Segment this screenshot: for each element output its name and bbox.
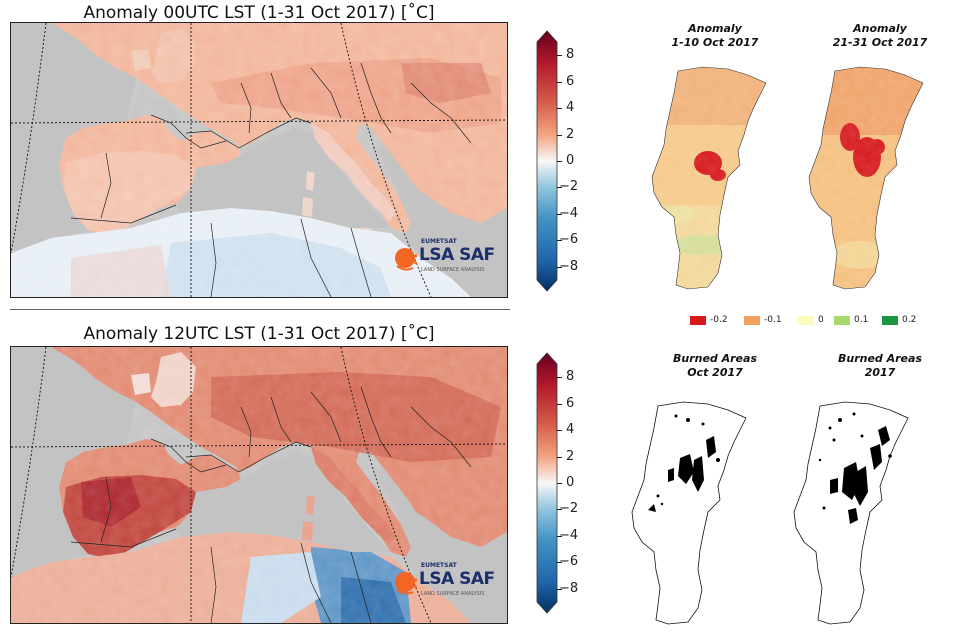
top-colorbar-tick-label: 2	[566, 126, 575, 142]
bottom-lsa-saf-logo: EUMETSAT LSA SAF LAND SURFACE ANALYSIS	[391, 560, 501, 606]
top-anomaly-map: EUMETSAT LSA SAF LAND SURFACE ANALYSIS	[10, 22, 508, 298]
top-colorbar-tickmark	[557, 161, 562, 162]
pt-burned-2-map	[793, 401, 909, 625]
bottom-colorbar: 8 6 4 2 0 −2 −4 −6 −8	[535, 352, 595, 614]
top-colorbar-tick-label: −4	[559, 205, 579, 221]
bottom-colorbar-tickmark	[557, 403, 562, 405]
anomaly-legend: -0.2 -0.1 0 0.1 0.2	[690, 314, 916, 328]
bottom-colorbar-tickmark	[557, 535, 562, 537]
bottom-colorbar-tickmark	[557, 509, 562, 511]
top-colorbar-tickmark	[557, 213, 562, 215]
top-colorbar-tick-label: 0	[566, 153, 575, 168]
bottom-logo-eumetsat: EUMETSAT	[421, 562, 457, 569]
bottom-colorbar-tickmark	[557, 483, 562, 484]
bottom-colorbar-tick-label: 0	[566, 475, 575, 490]
top-logo-eumetsat: EUMETSAT	[421, 238, 457, 245]
legend-label: 0	[818, 315, 824, 325]
bottom-colorbar-tick-label: 4	[566, 422, 575, 438]
legend-swatch	[798, 316, 814, 325]
legend-label: 0.1	[854, 315, 869, 325]
pt-anomaly-2-map	[808, 66, 924, 290]
bottom-logo-globe-icon	[395, 572, 417, 595]
top-colorbar-tickmark	[557, 134, 562, 136]
top-logo-sub: LAND SURFACE ANALYSIS	[421, 267, 485, 273]
top-colorbar-tickmark	[557, 81, 562, 83]
top-colorbar-tick-label: 4	[566, 100, 575, 116]
legend-swatch	[744, 316, 760, 325]
top-colorbar-gradient	[536, 30, 558, 292]
bottom-logo-main: LSA SAF	[419, 569, 495, 589]
legend-label: 0.2	[902, 315, 917, 325]
legend-swatch	[882, 316, 898, 325]
bottom-colorbar-tick-label: 2	[566, 448, 575, 464]
top-colorbar-tick-label: −8	[559, 258, 579, 274]
top-colorbar-tickmark	[557, 108, 562, 110]
bottom-colorbar-gradient	[536, 352, 558, 614]
top-colorbar-tick-label: 8	[566, 47, 575, 63]
top-colorbar-tickmark	[557, 240, 562, 242]
bottom-anomaly-map: EUMETSAT LSA SAF LAND SURFACE ANALYSIS	[10, 346, 508, 624]
top-colorbar-tickmark	[557, 266, 562, 268]
top-colorbar-tick-label: 6	[566, 73, 575, 89]
bottom-colorbar-tick-label: −4	[559, 527, 579, 543]
bottom-colorbar-tick-label: −8	[559, 580, 579, 596]
pt-anomaly-2-title: Anomaly 21-31 Oct 2017	[832, 22, 928, 49]
legend-label: -0.1	[764, 315, 782, 325]
pt-burned-2-title: Burned Areas 2017	[837, 352, 922, 379]
bottom-colorbar-tick-label: 8	[566, 369, 575, 385]
bottom-colorbar-tickmark	[557, 562, 562, 564]
bottom-colorbar-tickmark	[557, 430, 562, 432]
top-map-title: Anomaly 00UTC LST (1-31 Oct 2017) [˚C]	[83, 3, 435, 23]
legend-swatch	[834, 316, 850, 325]
bottom-colorbar-tick-label: −2	[559, 501, 579, 517]
top-colorbar: 8 6 4 2 0 −2 −4 −6 −8	[535, 30, 595, 292]
top-colorbar-tick-label: −2	[559, 179, 579, 195]
pt-anomaly-1-map	[651, 66, 767, 290]
top-logo-globe-icon	[395, 248, 417, 271]
bottom-map-svg	[11, 347, 507, 623]
legend-label: -0.2	[710, 315, 728, 325]
top-map-svg	[11, 23, 507, 297]
top-logo-main: LSA SAF	[419, 245, 495, 265]
bottom-logo-sub: LAND SURFACE ANALYSIS	[421, 591, 485, 597]
map-separator	[10, 309, 510, 310]
legend-swatch	[690, 316, 706, 325]
top-colorbar-tickmark	[557, 187, 562, 189]
top-lsa-saf-logo: EUMETSAT LSA SAF LAND SURFACE ANALYSIS	[391, 236, 501, 282]
bottom-colorbar-tickmark	[557, 588, 562, 590]
top-colorbar-tick-label: −6	[559, 232, 579, 248]
pt-anomaly-1-title: Anomaly 1-10 Oct 2017	[671, 22, 759, 49]
bottom-map-title: Anomaly 12UTC LST (1-31 Oct 2017) [˚C]	[83, 324, 435, 344]
bottom-colorbar-tick-label: 6	[566, 395, 575, 411]
bottom-colorbar-tick-label: −6	[559, 554, 579, 570]
top-colorbar-tickmark	[557, 55, 562, 57]
pt-burned-1-title: Burned Areas Oct 2017	[672, 352, 757, 379]
bottom-colorbar-tickmark	[557, 456, 562, 458]
pt-burned-1-map	[631, 401, 747, 625]
bottom-colorbar-tickmark	[557, 377, 562, 379]
